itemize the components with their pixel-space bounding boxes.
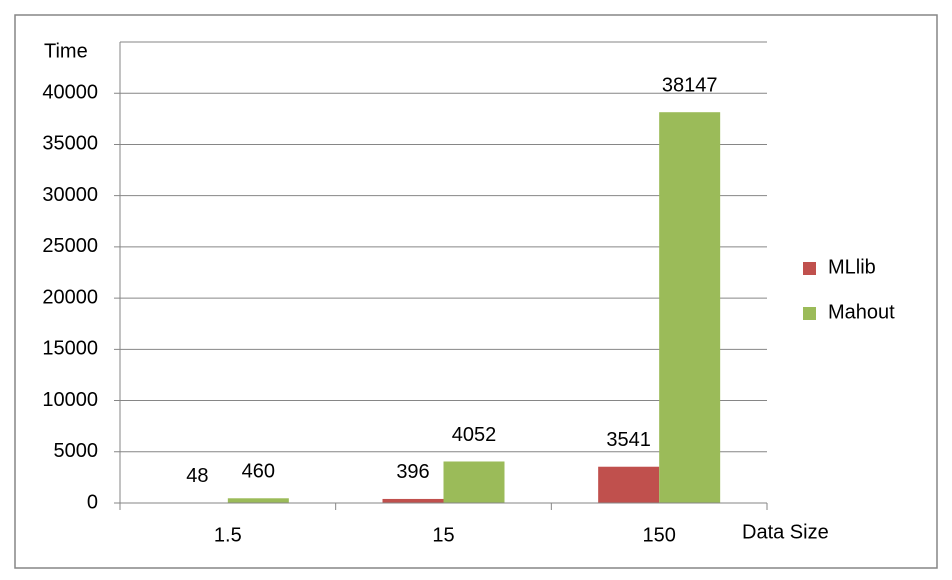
- y-tick-label: 15000: [42, 338, 98, 360]
- y-tick-label: 0: [87, 491, 98, 513]
- y-tick-label: 40000: [42, 82, 98, 104]
- value-label: 3541: [606, 429, 651, 451]
- y-tick-label: 30000: [42, 184, 98, 206]
- y-tick-label: 10000: [42, 389, 98, 411]
- x-tick-label: 1.5: [214, 524, 242, 546]
- value-label: 460: [242, 461, 275, 483]
- y-tick-label: 35000: [42, 133, 98, 155]
- bar: [443, 461, 505, 503]
- legend-swatch: [803, 262, 816, 275]
- y-tick-label: 5000: [54, 440, 99, 462]
- y-tick-label: 25000: [42, 235, 98, 257]
- y-axis-label: Time: [44, 40, 88, 62]
- value-label: 4052: [452, 424, 497, 446]
- bar: [382, 498, 444, 503]
- x-tick-label: 15: [432, 524, 454, 546]
- legend-label: MLlib: [828, 256, 876, 278]
- bar: [659, 112, 721, 504]
- legend-swatch: [803, 307, 816, 320]
- value-label: 38147: [662, 74, 718, 96]
- value-label: 48: [186, 465, 208, 487]
- bar: [227, 498, 289, 503]
- y-tick-label: 20000: [42, 286, 98, 308]
- value-label: 396: [396, 461, 429, 483]
- bar: [598, 466, 660, 503]
- legend-label: Mahout: [828, 301, 895, 323]
- x-tick-label: 150: [642, 524, 675, 546]
- x-axis-label: Data Size: [742, 521, 829, 543]
